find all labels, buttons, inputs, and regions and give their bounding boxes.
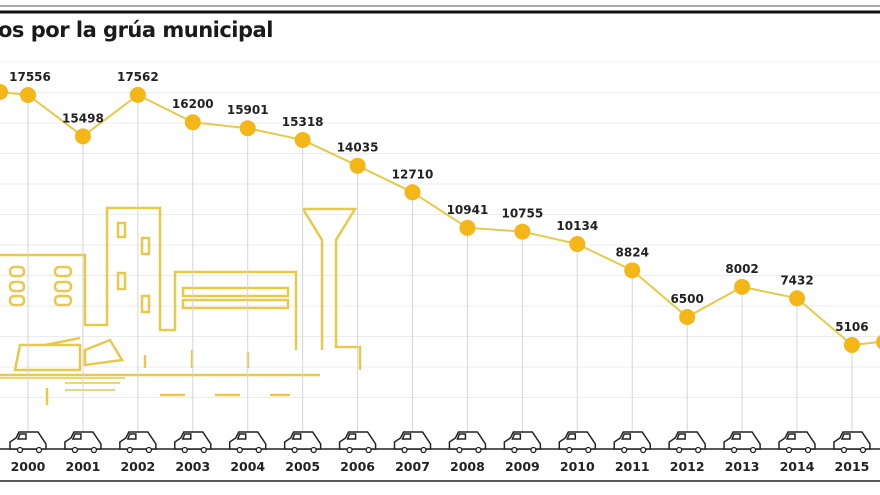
car-icon	[9, 431, 47, 454]
data-label: 10755	[501, 207, 543, 221]
data-point-partial	[876, 335, 880, 349]
data-point	[129, 86, 146, 103]
x-tick-label: 2003	[175, 459, 210, 474]
x-tick-label: 2009	[505, 459, 540, 474]
gridlines	[0, 61, 880, 398]
data-point	[679, 309, 696, 326]
data-label: 15901	[227, 103, 269, 117]
series-line	[0, 91, 880, 347]
data-label: 12710	[392, 167, 434, 181]
car-icon	[613, 431, 651, 454]
x-tick-label: 2015	[835, 459, 870, 474]
car-icon	[338, 431, 377, 454]
car-icon	[228, 431, 267, 454]
data-label: 10941	[447, 203, 489, 217]
data-label: 10134	[556, 219, 598, 233]
data-point	[74, 128, 91, 145]
car-icon	[64, 431, 102, 454]
x-tick-label: 2004	[230, 459, 265, 474]
x-tick-label: 2006	[340, 459, 375, 474]
data-label: 7432	[780, 273, 813, 287]
car-icon	[503, 431, 542, 454]
data-label: 16200	[172, 97, 214, 111]
data-label: 14035	[337, 141, 379, 155]
data-point	[843, 336, 860, 353]
x-tick-label: 2001	[66, 459, 101, 474]
data-point	[349, 157, 366, 174]
x-axis: 2000 2001 2002 2003 2004 2005 2006 2007 2008 2009…	[0, 431, 880, 474]
data-label: 17556	[9, 70, 51, 84]
x-tick-label: 2011	[615, 459, 650, 474]
chart-title: os por la grúa municipal	[0, 18, 273, 42]
data-label: 15498	[62, 111, 104, 125]
data-label: 8002	[725, 262, 758, 276]
x-tick-label: 2007	[395, 459, 430, 474]
data-point	[239, 120, 256, 137]
car-icon	[174, 431, 212, 454]
x-tick-label: 2013	[725, 459, 760, 474]
data-point	[184, 114, 201, 131]
data-label: 15318	[282, 115, 324, 129]
data-point	[404, 184, 421, 201]
data-point	[294, 131, 311, 148]
car-icon	[393, 431, 432, 454]
data-point	[20, 87, 36, 103]
x-tick-label: 2012	[670, 459, 705, 474]
data-label: 6500	[670, 292, 703, 306]
data-point	[514, 223, 531, 240]
car-icon	[283, 431, 322, 454]
data-point	[459, 219, 476, 236]
x-tick-label: 2002	[120, 459, 155, 474]
data-label: 17562	[117, 70, 159, 84]
x-tick-label: 2000	[11, 459, 46, 474]
car-icon	[833, 431, 871, 454]
series-line-group: 17556 15498 17562 16200 15901 15318 14035 12710…	[0, 70, 880, 440]
data-point	[624, 262, 641, 279]
data-label: 8824	[616, 245, 649, 259]
data-point	[569, 236, 586, 253]
data-label: 5106	[835, 320, 868, 334]
x-tick-label: 2005	[285, 459, 320, 474]
car-icon	[119, 431, 157, 454]
city-illustration	[0, 206, 362, 405]
car-icon	[668, 431, 706, 454]
x-tick-label: 2014	[780, 459, 815, 474]
x-tick-label: 2008	[450, 459, 485, 474]
data-point	[789, 290, 806, 307]
car-icon	[558, 431, 597, 454]
car-icon	[723, 431, 761, 454]
car-icon	[778, 431, 816, 454]
car-icon	[448, 431, 487, 454]
data-point	[734, 278, 751, 295]
x-tick-label: 2010	[560, 459, 595, 474]
data-point-partial	[0, 84, 8, 100]
